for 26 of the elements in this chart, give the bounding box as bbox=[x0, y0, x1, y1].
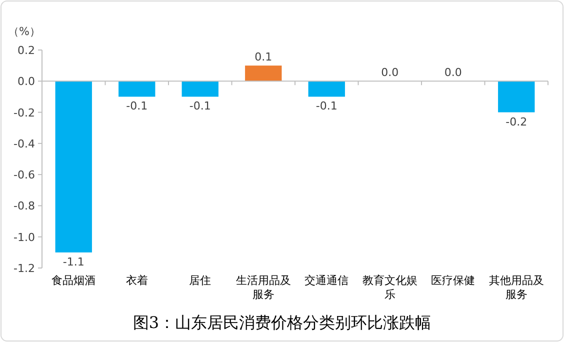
x-tick-label: 其他用品及服务 bbox=[488, 274, 544, 301]
x-tick-label: 食品烟酒 bbox=[52, 274, 96, 287]
data-label: -0.1 bbox=[126, 100, 148, 113]
x-tick-label: 交通通信 bbox=[304, 274, 349, 287]
data-label: 0.1 bbox=[254, 50, 272, 64]
data-label: 0.0 bbox=[381, 66, 399, 80]
y-tick-label: -1.2 bbox=[14, 262, 35, 275]
x-tick-label: 医疗保健 bbox=[431, 274, 476, 287]
y-axis-title: （%） bbox=[8, 25, 40, 38]
x-tick-label: 生活用品及服务 bbox=[236, 274, 291, 301]
x-tick-label: 教育文化娱乐 bbox=[362, 274, 418, 301]
data-label: -0.2 bbox=[506, 115, 528, 128]
y-tick-label: -0.8 bbox=[14, 200, 35, 213]
x-tick-label: 衣着 bbox=[126, 274, 148, 287]
y-tick-label: -0.2 bbox=[14, 106, 35, 120]
y-tick-label: -0.6 bbox=[14, 168, 35, 182]
y-tick-label: 0.2 bbox=[18, 44, 35, 57]
y-tick-label: 0.0 bbox=[18, 75, 35, 88]
data-label: -1.1 bbox=[62, 255, 84, 268]
x-tick-label: 居住 bbox=[189, 274, 212, 287]
data-label: 0.0 bbox=[444, 66, 462, 80]
y-tick-label: -1.0 bbox=[14, 230, 35, 244]
data-label: -0.1 bbox=[316, 100, 338, 113]
text: 图3：山东居民消费价格分类别环比涨跌幅 bbox=[132, 313, 432, 332]
y-tick-label: -0.4 bbox=[14, 137, 35, 150]
data-label: -0.1 bbox=[189, 100, 211, 113]
